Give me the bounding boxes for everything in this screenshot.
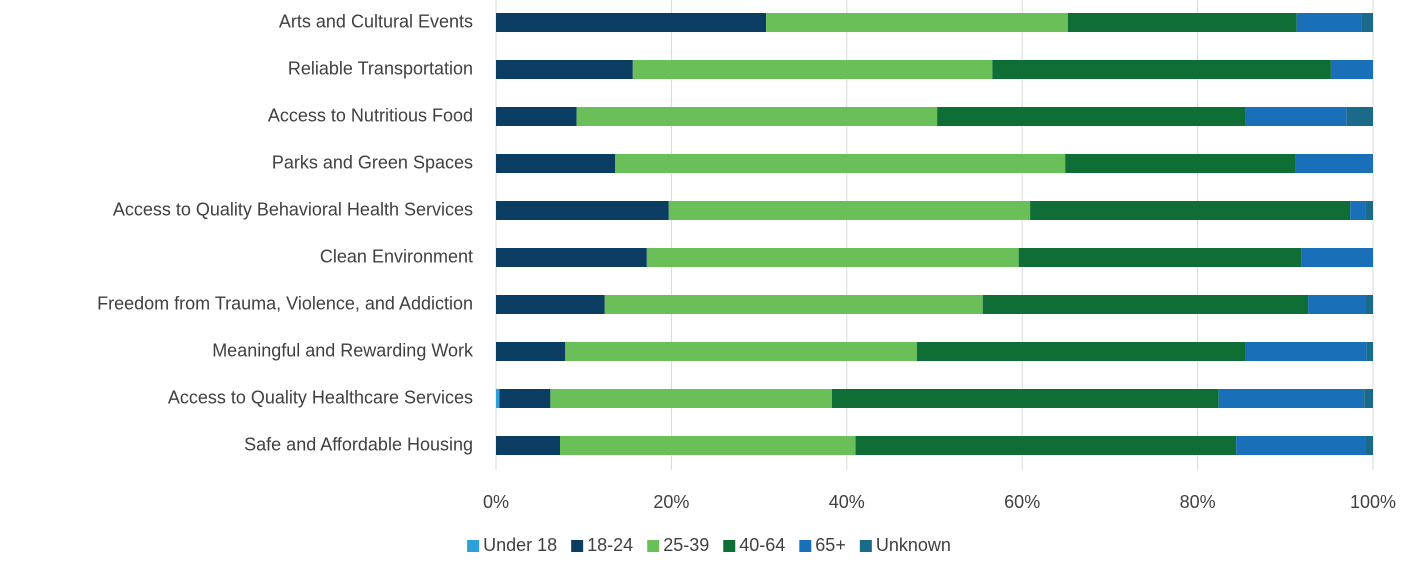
legend-label: 40-64 [739, 535, 785, 555]
x-tick-label: 80% [1180, 492, 1216, 512]
bar-segment [1245, 107, 1347, 126]
bar-segment [632, 60, 993, 79]
bar-segment [982, 295, 1309, 314]
bar-segment [496, 107, 577, 126]
legend-label: Unknown [876, 535, 951, 555]
bar-segment [668, 201, 1031, 220]
bar-segment [496, 60, 633, 79]
bar-segment [499, 389, 551, 408]
legend-label: Under 18 [483, 535, 557, 555]
legend-swatch [799, 540, 812, 552]
legend-label: 65+ [815, 535, 846, 555]
y-tick-label: Parks and Green Spaces [272, 152, 473, 172]
y-tick-label: Access to Quality Behavioral Health Serv… [113, 199, 473, 219]
bar-segment [496, 389, 500, 408]
bar-segment [496, 342, 566, 361]
bar-segment [1361, 13, 1373, 32]
bar-segment [1366, 342, 1373, 361]
bar-segment [1365, 436, 1373, 455]
bar-segment [1365, 201, 1373, 220]
bar-segment [496, 248, 647, 267]
bar-segment [831, 389, 1219, 408]
legend-label: 18-24 [587, 535, 633, 555]
y-tick-label: Access to Nutritious Food [268, 105, 473, 125]
bar-segment [992, 60, 1331, 79]
bar-segment [1030, 201, 1351, 220]
x-tick-label: 0% [483, 492, 509, 512]
bar-segment [496, 154, 616, 173]
x-tick-label: 60% [1004, 492, 1040, 512]
bar-segment [1245, 342, 1367, 361]
bar-segment [1067, 13, 1297, 32]
y-tick-label: Meaningful and Rewarding Work [212, 340, 474, 360]
y-tick-label: Arts and Cultural Events [279, 11, 473, 31]
bar-segment [1365, 295, 1373, 314]
bar-segment [496, 201, 669, 220]
bar-segment [1218, 389, 1365, 408]
bar-segment [1301, 248, 1373, 267]
bar-segment [615, 154, 1066, 173]
bar-segment [496, 13, 767, 32]
bar-segment [496, 436, 561, 455]
bar-segment [496, 295, 605, 314]
y-tick-label: Freedom from Trauma, Violence, and Addic… [97, 293, 473, 313]
legend-swatch [571, 540, 584, 552]
bar-segment [1295, 154, 1373, 173]
y-tick-label: Access to Quality Healthcare Services [168, 387, 473, 407]
bar-segment [937, 107, 1246, 126]
bar-segment [1018, 248, 1302, 267]
bar-segment [646, 248, 1019, 267]
bar-segment [1364, 389, 1373, 408]
legend-swatch [647, 540, 660, 552]
bar-segment [1236, 436, 1366, 455]
bar-segment [916, 342, 1246, 361]
legend-swatch [723, 540, 736, 552]
bar-segment [560, 436, 856, 455]
legend-swatch [859, 540, 872, 552]
bar-segment [1346, 107, 1373, 126]
bar-segment [1065, 154, 1296, 173]
bar-segment [1330, 60, 1373, 79]
bar-segment [766, 13, 1068, 32]
bar-segment [565, 342, 917, 361]
legend-swatch [467, 540, 480, 552]
y-tick-label: Reliable Transportation [288, 58, 473, 78]
x-tick-label: 40% [829, 492, 865, 512]
bar-segment [1350, 201, 1366, 220]
legend-label: 25-39 [663, 535, 709, 555]
bar-segment [1296, 13, 1362, 32]
bar-segment [550, 389, 832, 408]
y-tick-label: Safe and Affordable Housing [244, 434, 473, 454]
x-tick-label: 20% [653, 492, 689, 512]
bar-segment [855, 436, 1237, 455]
bar-segment [1308, 295, 1366, 314]
x-tick-label: 100% [1350, 492, 1396, 512]
y-tick-label: Clean Environment [320, 246, 473, 266]
bar-segment [576, 107, 938, 126]
bar-segment [604, 295, 983, 314]
